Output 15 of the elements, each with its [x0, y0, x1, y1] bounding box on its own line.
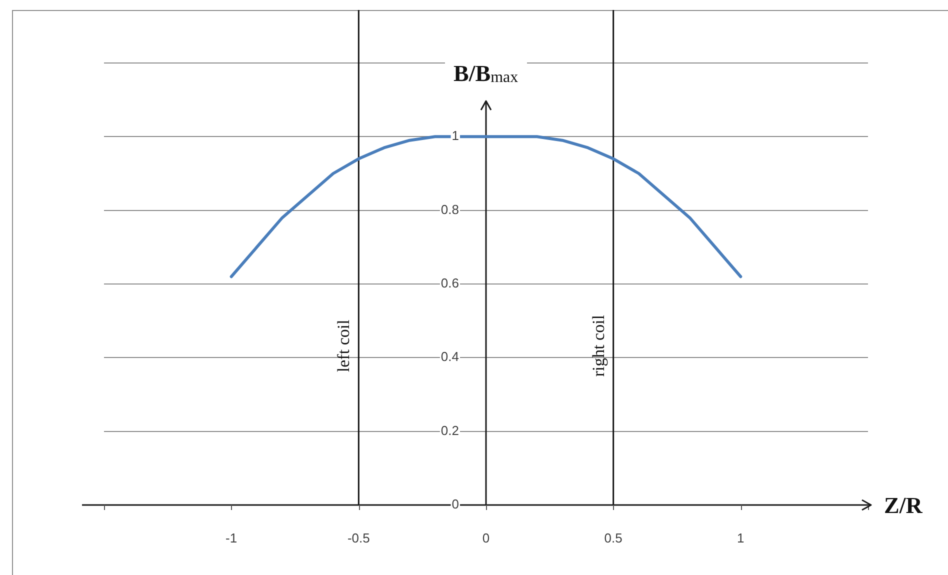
y-tick-label: 0.6 — [440, 276, 459, 291]
ref-line-label: right coil — [588, 314, 608, 377]
x-axis-title: Z/R — [884, 492, 922, 518]
x-tick-label: 0.5 — [604, 530, 622, 546]
y-tick-label: 0.4 — [440, 349, 459, 364]
x-tick-label: -1 — [226, 530, 238, 546]
x-tick-label: -0.5 — [347, 530, 370, 546]
y-tick-label: 0 — [452, 496, 459, 512]
y-tick-label: 0.8 — [440, 202, 459, 217]
x-tick-label: 0 — [482, 530, 490, 546]
y-tick-label: 0.2 — [440, 422, 459, 438]
y-axis-title: B/B$_{max}$ — [444, 60, 528, 88]
ref-line-label: left coil — [334, 319, 354, 372]
x-tick-label: 1 — [737, 530, 744, 546]
y-tick-label: 1 — [452, 128, 459, 144]
